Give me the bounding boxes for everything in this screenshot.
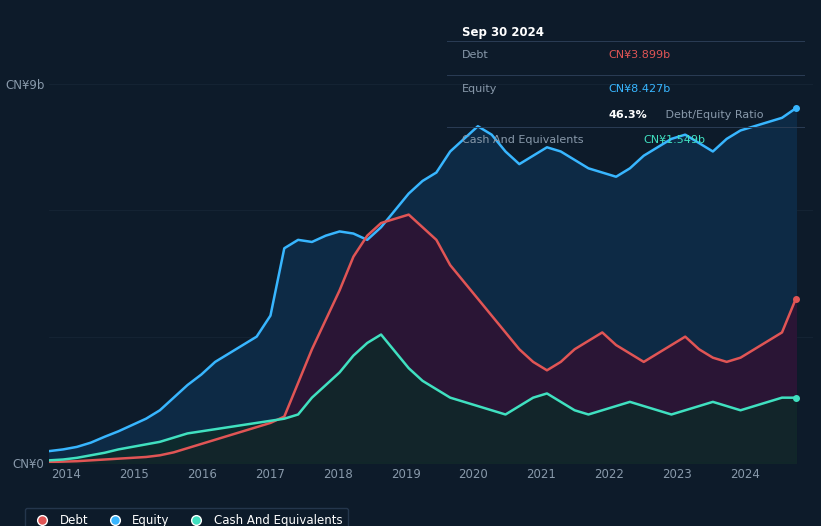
Text: 46.3%: 46.3% [608, 109, 647, 119]
Text: Debt/Equity Ratio: Debt/Equity Ratio [662, 109, 764, 119]
Text: CN¥1.549b: CN¥1.549b [644, 135, 706, 145]
Text: Sep 30 2024: Sep 30 2024 [461, 26, 544, 39]
Text: Equity: Equity [461, 84, 497, 94]
Text: CN¥3.899b: CN¥3.899b [608, 50, 670, 60]
Legend: Debt, Equity, Cash And Equivalents: Debt, Equity, Cash And Equivalents [25, 508, 348, 526]
Text: Cash And Equivalents: Cash And Equivalents [461, 135, 583, 145]
Text: Debt: Debt [461, 50, 488, 60]
Text: CN¥8.427b: CN¥8.427b [608, 84, 671, 94]
